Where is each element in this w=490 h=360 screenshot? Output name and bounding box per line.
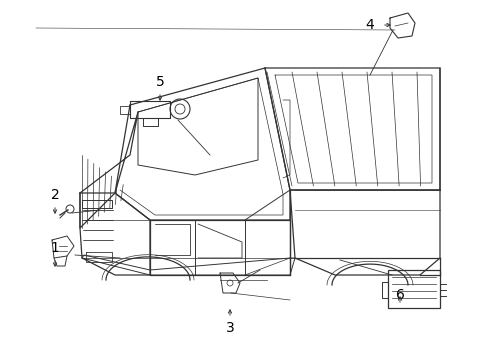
Text: 6: 6 <box>395 288 404 302</box>
Text: 5: 5 <box>156 75 164 89</box>
FancyBboxPatch shape <box>388 270 440 308</box>
Text: 1: 1 <box>50 241 59 255</box>
Text: 3: 3 <box>225 321 234 335</box>
Text: 2: 2 <box>50 188 59 202</box>
Text: 4: 4 <box>366 18 374 32</box>
